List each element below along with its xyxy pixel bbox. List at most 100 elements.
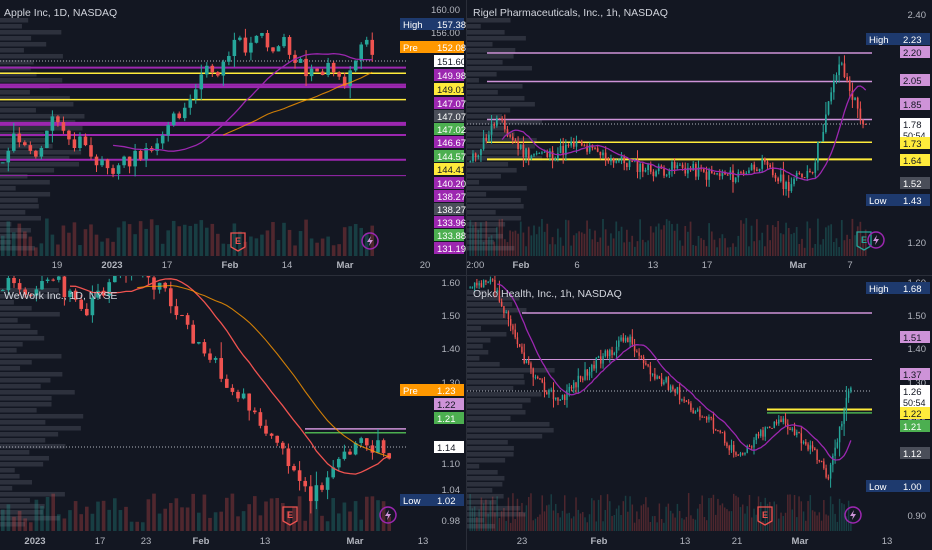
price-label[interactable]: 1.51 <box>900 331 930 344</box>
candle-body <box>315 68 319 72</box>
candle-body <box>485 137 488 141</box>
price-label[interactable]: 1.14 <box>434 441 464 454</box>
candle-body <box>168 288 173 307</box>
earnings-icon[interactable]: E <box>282 506 298 526</box>
price-label[interactable]: 157.38 High <box>400 18 466 31</box>
chart-svg[interactable]: 1.601.501.401.301.201.100.901.68High1.51… <box>467 276 932 550</box>
volume-bar <box>762 521 764 531</box>
volume-bar <box>795 227 798 256</box>
price-label[interactable]: 1.73 <box>900 137 930 150</box>
price-label[interactable]: 138.27 <box>434 190 466 203</box>
price-label[interactable]: 2.20 <box>900 46 930 59</box>
volume-bar <box>342 227 347 256</box>
price-label[interactable]: 1.21 <box>434 412 464 425</box>
price-label[interactable]: 133.96 <box>434 216 466 229</box>
candle-body <box>191 324 196 344</box>
horizontal-divider[interactable] <box>0 275 932 276</box>
chart-title[interactable]: Rigel Pharmaceuticals, Inc., 1h, NASDAQ <box>473 7 668 19</box>
pane-opko[interactable]: 1.601.501.401.301.201.100.901.68High1.51… <box>467 276 932 550</box>
price-label[interactable]: 1.68 High <box>866 282 930 295</box>
candle-body <box>503 120 506 130</box>
price-label[interactable]: 1.21 <box>900 420 930 433</box>
dividend-lightning-icon[interactable] <box>844 506 862 524</box>
volume-bar <box>737 497 739 531</box>
price-label[interactable]: 133.88 <box>434 229 466 242</box>
price-label[interactable]: 1.37 <box>900 368 930 381</box>
candle-body <box>11 133 16 151</box>
price-label[interactable]: 1.22 <box>434 398 464 411</box>
volume-profile-bar <box>0 366 21 371</box>
pane-aapl[interactable]: 160.00 156.00 157.38 High 152.08 Pre 151.60 149… <box>0 0 466 275</box>
volume-bar <box>636 241 639 256</box>
candle-body <box>122 156 126 166</box>
candle-body <box>514 329 516 338</box>
candle-body <box>503 306 505 314</box>
candle-body <box>834 447 836 456</box>
pane-wework[interactable]: 1.60 1.50 1.40 1.30 1.10 1.04 0.98 1.23 Pre 1.22 1… <box>0 276 466 550</box>
earnings-icon[interactable]: E <box>230 232 246 252</box>
volume-bar <box>469 494 471 531</box>
dividend-lightning-icon[interactable] <box>379 506 397 524</box>
price-label[interactable]: 147.07 <box>434 97 466 110</box>
price-label[interactable]: 1.12 <box>900 447 930 460</box>
price-label[interactable]: 1.22 <box>900 407 930 420</box>
volume-profile-bar <box>467 374 524 379</box>
earnings-icon[interactable]: E <box>757 506 773 526</box>
price-label[interactable]: 2.05 <box>900 74 930 87</box>
chart-title[interactable]: Apple Inc, 1D, NASDAQ <box>4 7 117 19</box>
volume-bar <box>639 219 642 256</box>
price-label[interactable]: 147.02 <box>434 123 466 136</box>
price-label[interactable]: 1.64 <box>900 154 930 167</box>
volume-bar <box>696 508 699 531</box>
candle-body <box>359 438 364 443</box>
chart-title[interactable]: Opko Health, Inc., 1h, NASDAQ <box>473 288 622 300</box>
volume-bar <box>679 240 681 256</box>
price-label[interactable]: 146.67 <box>434 136 466 149</box>
price-label[interactable]: 1.52 <box>900 177 930 190</box>
candle-body <box>843 410 845 424</box>
dividend-lightning-icon[interactable] <box>867 231 885 249</box>
earnings-icon-glyph: E <box>762 510 768 520</box>
chart-svg[interactable]: 2.40 1.20 2.23 High 2.20 2.05 1.85 1.7850:541.7… <box>467 0 932 275</box>
dividend-lightning-icon[interactable] <box>361 232 379 250</box>
price-label[interactable]: 152.08 Pre <box>400 41 466 54</box>
volume-bar <box>107 509 112 531</box>
volume-bar <box>784 512 787 531</box>
y-tick-label: 1.30 <box>908 378 927 389</box>
earnings-icon[interactable]: E <box>856 231 872 251</box>
price-label[interactable]: 144.41 <box>434 163 466 176</box>
price-label[interactable]: 1.02 Low <box>400 494 464 507</box>
price-label[interactable]: 147.07 <box>434 110 466 123</box>
chart-title[interactable]: WeWork Inc., 1D, NYSE <box>4 290 117 302</box>
price-label[interactable]: 1.23 Pre <box>400 384 464 397</box>
price-label[interactable]: 1.85 <box>900 98 930 111</box>
price-label[interactable]: 1.43 Low <box>866 194 930 207</box>
candle-body <box>811 445 814 449</box>
price-label[interactable]: 151.60 <box>434 55 466 68</box>
price-label[interactable]: 2.23 High <box>866 33 930 46</box>
price-label[interactable]: 138.27 <box>434 203 466 216</box>
candle-body <box>764 427 766 437</box>
price-label[interactable]: 140.20 <box>434 177 466 190</box>
candle-body <box>809 445 812 450</box>
chart-svg[interactable]: 1.601.501.401.301.101.040.981.23Pre1.221… <box>0 276 466 550</box>
price-label[interactable]: 144.57 <box>434 150 466 163</box>
candle-body <box>549 150 551 158</box>
volume-bar <box>532 520 534 531</box>
candle-body <box>751 446 753 448</box>
price-label[interactable]: 131.19 <box>434 242 466 255</box>
price-label[interactable]: 149.98 <box>434 69 466 82</box>
volume-bar <box>764 497 766 531</box>
volume-bar <box>638 519 640 531</box>
x-tick-label: 13 <box>882 536 893 547</box>
candle-body <box>577 375 579 388</box>
candle-body <box>843 63 846 78</box>
volume-bar <box>753 508 755 531</box>
price-label[interactable]: 149.01 <box>434 83 466 96</box>
volume-bar <box>789 494 791 531</box>
pane-rigl[interactable]: 2.40 1.20 2.23 High 2.20 2.05 1.85 1.78 50:54 1.7… <box>467 0 932 275</box>
price-label[interactable]: 1.00 Low <box>866 480 930 493</box>
